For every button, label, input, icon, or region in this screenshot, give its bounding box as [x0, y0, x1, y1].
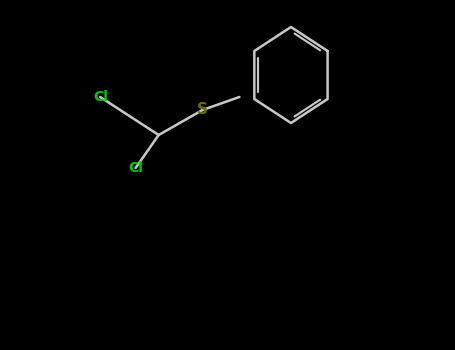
Text: Cl: Cl [128, 161, 143, 175]
Text: Cl: Cl [93, 90, 108, 104]
Text: S: S [197, 103, 208, 118]
